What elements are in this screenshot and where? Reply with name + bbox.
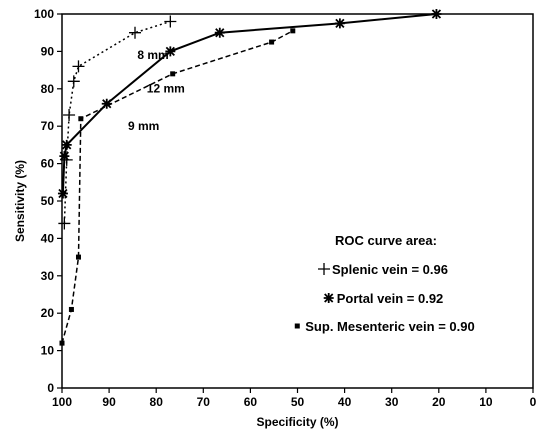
data-point-square <box>78 116 84 122</box>
y-tick-label: 100 <box>34 7 54 21</box>
y-tick-label: 60 <box>41 157 55 171</box>
y-tick-label: 90 <box>41 44 55 58</box>
x-tick-label: 30 <box>385 395 399 409</box>
threshold-annotation: 8 mm <box>137 48 168 62</box>
legend-marker-star <box>323 293 334 303</box>
data-point-square <box>290 28 296 34</box>
data-point-plus <box>129 26 142 39</box>
threshold-annotation: 12 mm <box>147 82 185 96</box>
data-point-star <box>165 46 176 57</box>
legend-marker-plus <box>318 263 331 275</box>
y-tick-label: 40 <box>41 231 55 245</box>
x-tick-label: 50 <box>291 395 305 409</box>
series-line-2 <box>61 13 437 194</box>
data-point-plus <box>164 15 177 28</box>
data-point-star <box>61 139 72 150</box>
y-axis-title: Sensitivity (%) <box>13 160 27 242</box>
data-point-plus <box>58 217 71 230</box>
legend-title: ROC curve area: <box>335 233 437 248</box>
data-point-square <box>59 340 65 346</box>
series-line-3 <box>61 30 294 344</box>
data-point-star <box>334 18 345 29</box>
y-tick-label: 0 <box>47 381 54 395</box>
x-tick-label: 0 <box>530 395 537 409</box>
data-point-star <box>214 27 225 38</box>
data-point-plus <box>67 75 80 88</box>
y-tick-label: 10 <box>41 344 55 358</box>
legend-marker-square <box>294 323 300 329</box>
x-tick-label: 70 <box>197 395 211 409</box>
data-point-star <box>431 9 442 19</box>
y-tick-label: 20 <box>41 306 55 320</box>
legend-label: Sup. Mesenteric vein = 0.90 <box>305 319 474 334</box>
y-tick-label: 80 <box>41 82 55 96</box>
x-tick-label: 60 <box>244 395 258 409</box>
data-point-star <box>101 98 112 109</box>
legend-label: Portal vein = 0.92 <box>337 291 444 306</box>
x-tick-label: 40 <box>338 395 352 409</box>
legend-label: Splenic vein = 0.96 <box>332 262 448 277</box>
x-tick-label: 100 <box>52 395 72 409</box>
x-tick-label: 10 <box>479 395 493 409</box>
data-point-plus <box>72 60 85 73</box>
y-tick-label: 70 <box>41 119 55 133</box>
data-point-square <box>269 39 275 45</box>
x-axis-title: Specificity (%) <box>256 415 338 429</box>
x-tick-label: 80 <box>150 395 164 409</box>
data-point-star <box>59 151 70 162</box>
data-point-square <box>75 254 81 260</box>
threshold-annotation: 9 mm <box>128 119 159 133</box>
x-tick-label: 20 <box>432 395 446 409</box>
data-point-square <box>68 306 74 312</box>
data-point-star <box>57 188 68 199</box>
data-point-plus <box>63 108 76 121</box>
data-point-square <box>170 71 176 77</box>
y-tick-label: 50 <box>41 194 55 208</box>
y-tick-label: 30 <box>41 269 55 283</box>
x-tick-label: 90 <box>102 395 116 409</box>
